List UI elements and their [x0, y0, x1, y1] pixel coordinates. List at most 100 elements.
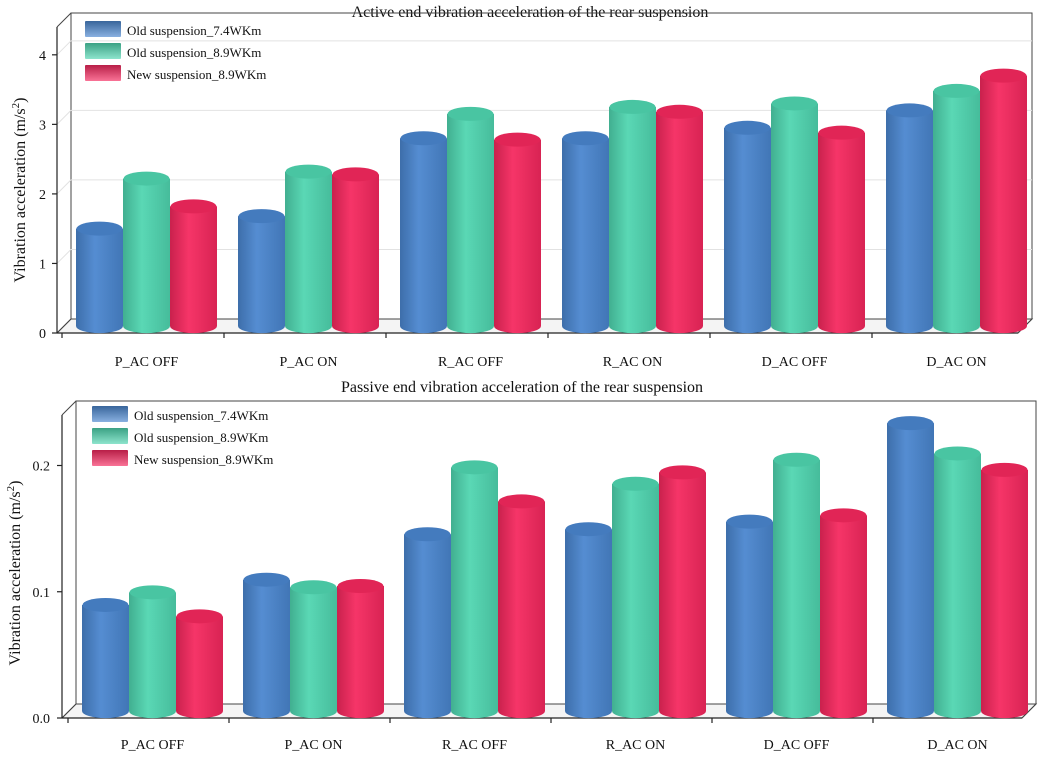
bar-cap: [332, 167, 379, 182]
legend-swatch: [85, 65, 121, 81]
bar-body: [76, 228, 123, 334]
y-tick-label: 2: [39, 188, 46, 203]
legend-label: Old suspension_7.4WKm: [134, 408, 268, 423]
y-tick-label: 0: [39, 327, 46, 342]
legend-swatch: [92, 450, 128, 466]
bar-cap: [659, 465, 706, 480]
y-axis-label: Vibration acceleration (m/s2): [5, 481, 24, 666]
y-tick-label: 4: [39, 49, 46, 64]
bar-New suspension_8.9WKm-R_AC ON: [659, 465, 706, 719]
active-end-chart: Active end vibration acceleration of the…: [10, 4, 1034, 370]
wall-edge: [56, 318, 72, 334]
bar-New suspension_8.9WKm-D_AC OFF: [820, 508, 867, 719]
bar-body: [562, 138, 609, 334]
bar-body: [238, 216, 285, 334]
bar-body: [332, 174, 379, 334]
bar-body: [123, 178, 170, 334]
bar-body: [494, 139, 541, 334]
bar-body: [609, 106, 656, 334]
bar-Old suspension_7.4WKm-P_AC ON: [238, 209, 285, 334]
bar-cap: [285, 164, 332, 179]
x-tick-label: D_AC OFF: [762, 355, 828, 370]
y-tick-label: 1: [39, 257, 46, 272]
bar-body: [82, 604, 129, 719]
legend-label: New suspension_8.9WKm: [134, 452, 273, 467]
bar-body: [981, 469, 1028, 719]
bar-cap: [400, 131, 447, 146]
chart-title: Passive end vibration acceleration of th…: [341, 379, 703, 396]
bar-New suspension_8.9WKm-R_AC OFF: [494, 132, 541, 334]
bar-cap: [887, 416, 934, 431]
bar-body: [451, 467, 498, 719]
bar-cap: [612, 476, 659, 491]
bar-cap: [498, 494, 545, 509]
gridline: [56, 40, 72, 56]
bar-Old suspension_8.9WKm-R_AC OFF: [451, 460, 498, 719]
bar-New suspension_8.9WKm-D_AC ON: [980, 68, 1027, 334]
bar-Old suspension_7.4WKm-R_AC OFF: [404, 527, 451, 719]
bar-body: [612, 483, 659, 719]
bar-New suspension_8.9WKm-P_AC OFF: [170, 199, 217, 334]
bar-cap: [886, 103, 933, 118]
bar-cap: [404, 527, 451, 542]
x-tick-label: P_AC OFF: [115, 355, 179, 370]
bar-Old suspension_8.9WKm-P_AC OFF: [129, 585, 176, 719]
plot-area: 0 1 2 3 4 P_AC OFF P_AC ON R_AC OFF R_AC ON D_AC …: [39, 12, 1034, 370]
x-tick-label: D_AC ON: [927, 738, 987, 753]
gridline: [56, 110, 72, 125]
y-tick-label: 3: [39, 118, 46, 133]
x-tick-label: R_AC OFF: [438, 355, 503, 370]
bar-Old suspension_8.9WKm-P_AC ON: [285, 164, 332, 334]
bar-Old suspension_7.4WKm-R_AC OFF: [400, 131, 447, 334]
bar-Old suspension_7.4WKm-R_AC ON: [562, 131, 609, 334]
bar-New suspension_8.9WKm-D_AC ON: [981, 462, 1028, 719]
x-tick-label: P_AC OFF: [121, 738, 185, 753]
bar-cap: [170, 199, 217, 214]
bar-body: [400, 138, 447, 334]
bar-cap: [129, 585, 176, 600]
bar-body: [498, 501, 545, 719]
bar-cap: [243, 572, 290, 587]
x-tick-label: D_AC OFF: [764, 738, 830, 753]
bar-body: [726, 521, 773, 719]
bar-cap: [565, 522, 612, 537]
bar-Old suspension_7.4WKm-P_AC ON: [243, 572, 290, 719]
bar-Old suspension_8.9WKm-D_AC ON: [933, 83, 980, 334]
x-tick-label: D_AC ON: [926, 355, 986, 370]
y-tick-label: 0.2: [33, 460, 51, 475]
bar-cap: [726, 514, 773, 529]
bar-cap: [123, 171, 170, 186]
bar-cap: [820, 508, 867, 523]
passive-end-chart: Passive end vibration acceleration of th…: [5, 379, 1038, 753]
bar-body: [887, 423, 934, 719]
bar-cap: [337, 579, 384, 594]
bar-New suspension_8.9WKm-P_AC ON: [337, 579, 384, 719]
x-tick-label: P_AC ON: [280, 355, 338, 370]
legend-label: Old suspension_8.9WKm: [134, 430, 268, 445]
y-tick-label: 0.1: [33, 586, 51, 601]
bar-body: [771, 103, 818, 334]
bar-cap: [609, 99, 656, 114]
bar-Old suspension_7.4WKm-D_AC ON: [886, 103, 933, 334]
bar-body: [980, 75, 1027, 334]
bar-body: [724, 127, 771, 334]
gridline: [56, 249, 72, 264]
bar-body: [404, 534, 451, 719]
bar-Old suspension_8.9WKm-R_AC ON: [612, 476, 659, 719]
bar-cap: [773, 452, 820, 467]
bar-body: [656, 111, 703, 334]
bar-New suspension_8.9WKm-R_AC OFF: [498, 494, 545, 719]
wall-edge: [56, 12, 72, 28]
bar-cap: [447, 106, 494, 121]
bar-cap: [76, 221, 123, 236]
legend-label: New suspension_8.9WKm: [127, 67, 266, 82]
legend-swatch: [85, 43, 121, 59]
x-tick-label: P_AC ON: [285, 738, 343, 753]
bar-body: [659, 472, 706, 719]
wall-edge: [61, 703, 77, 719]
bar-cap: [494, 132, 541, 147]
bar-body: [176, 616, 223, 719]
bar-cap: [451, 460, 498, 475]
bar-cap: [290, 580, 337, 595]
bar-Old suspension_7.4WKm-P_AC OFF: [76, 221, 123, 334]
